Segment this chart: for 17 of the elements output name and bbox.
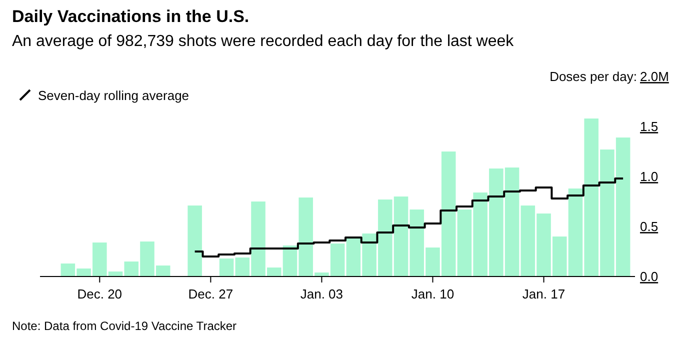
y-tick-label: 1.5 bbox=[640, 119, 658, 134]
text: Note: Data from Covid-19 Vaccine Tracker bbox=[12, 319, 237, 333]
chart-subtitle: An average of 982,739 shots were recorded each day for the last week bbox=[12, 33, 515, 50]
y-tick-label: 0.0 bbox=[640, 269, 658, 284]
x-tick-label: Dec. 27 bbox=[188, 286, 234, 302]
x-tick-label: Jan. 10 bbox=[411, 286, 454, 302]
y-tick-label: 1.0 bbox=[640, 169, 658, 184]
bar bbox=[188, 206, 202, 276]
x-tick-label: Jan. 03 bbox=[300, 286, 344, 302]
chart-title: Daily Vaccinations in the U.S. bbox=[12, 7, 250, 26]
bar bbox=[219, 258, 234, 276]
x-tick-label: Dec. 20 bbox=[77, 286, 122, 302]
y-tick-label: 0.5 bbox=[640, 219, 658, 234]
legend-label: Seven-day rolling average bbox=[38, 88, 190, 103]
y-axis-title: Doses per day: bbox=[550, 69, 637, 84]
x-tick-label: Jan. 17 bbox=[522, 286, 566, 302]
y-tick-label: 2.0M bbox=[640, 69, 669, 84]
